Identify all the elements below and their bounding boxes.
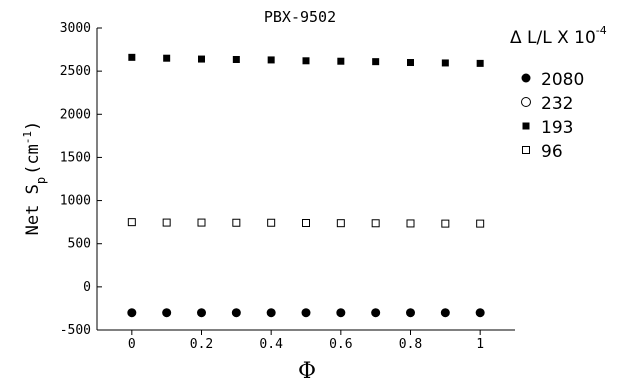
y-tick-label: -500 (60, 323, 91, 338)
data-point-2080 (301, 308, 311, 318)
y-tick-label: 1000 (60, 194, 91, 209)
y-tick-label: 2500 (60, 64, 91, 79)
data-point-193 (302, 57, 310, 65)
data-point-2080 (162, 308, 172, 318)
x-tick-label: 1 (476, 337, 484, 352)
data-point-2080 (231, 308, 241, 318)
data-point-193 (441, 59, 449, 67)
x-tick-label: 0 (128, 337, 136, 352)
data-point-96 (197, 218, 206, 227)
legend-title-main: Δ L/L X 10 (510, 28, 596, 48)
legend-title-exp: -4 (596, 24, 607, 37)
data-point-96 (162, 218, 171, 227)
y-axis-label-main: Net S (23, 184, 43, 235)
data-point-2080 (197, 308, 206, 318)
x-tick-label: 0.8 (399, 337, 422, 352)
x-tick-label: 0.2 (190, 337, 213, 352)
x-ticks: 0 0.2 0.4 0.6 0.8 1 (128, 330, 484, 352)
data-point-193 (198, 55, 205, 63)
legend-label-193: 193 (541, 118, 573, 138)
y-axis-label-unit-exp: -1 (21, 131, 34, 144)
data-point-193 (337, 57, 345, 65)
y-axis-label-unit: (cm (23, 144, 43, 175)
data-point-2080 (406, 308, 415, 318)
x-axis-label: Φ (298, 359, 316, 384)
y-axis-label: Net Sp (cm-1) (21, 121, 48, 236)
data-point-2080 (475, 308, 485, 318)
data-point-96 (336, 219, 345, 228)
x-tick-label: 0.6 (329, 337, 352, 352)
data-point-2080 (266, 308, 276, 318)
data-point-2080 (336, 308, 346, 318)
y-ticks: -500 0 500 1000 1500 2000 2500 3000 (60, 21, 102, 338)
x-tick-label: 0.4 (259, 337, 283, 352)
legend-marker-96 (522, 146, 530, 154)
data-point-96 (406, 219, 415, 228)
legend-label-232: 232 (541, 94, 573, 114)
y-tick-label: 0 (83, 280, 91, 295)
data-points (127, 53, 485, 318)
data-point-193 (267, 56, 275, 64)
data-point-96 (371, 219, 380, 228)
legend: Δ L/L X 10-4 2080 232 193 96 (510, 24, 607, 162)
y-tick-label: 500 (68, 237, 91, 252)
data-point-2080 (371, 308, 381, 318)
legend-label-96: 96 (541, 142, 563, 162)
data-point-193 (163, 54, 171, 62)
data-point-96 (441, 219, 450, 228)
data-point-2080 (127, 308, 137, 318)
svg-text:Net Sp(cm-1): Net Sp (cm-1) (21, 121, 48, 236)
y-tick-label: 2000 (60, 107, 91, 122)
axes (96, 28, 515, 331)
legend-title: Δ L/L X 10-4 (510, 24, 607, 48)
data-point-193 (407, 59, 414, 67)
data-point-96 (232, 218, 241, 227)
y-tick-label: 3000 (60, 21, 91, 36)
data-point-193 (476, 59, 484, 67)
data-point-96 (127, 218, 136, 227)
data-point-96 (476, 219, 485, 228)
legend-marker-232 (521, 97, 531, 107)
y-axis-label-unit-close: ) (23, 121, 43, 131)
data-point-193 (372, 58, 380, 66)
legend-label-2080: 2080 (541, 70, 584, 90)
legend-marker-2080 (521, 73, 531, 83)
chart-title: PBX-9502 (264, 8, 336, 26)
y-axis-label-sub: p (34, 177, 48, 184)
data-point-96 (267, 218, 276, 227)
data-point-193 (128, 53, 136, 61)
data-point-2080 (440, 308, 450, 318)
data-point-96 (302, 219, 310, 228)
y-tick-label: 1500 (60, 150, 91, 165)
legend-marker-193 (522, 122, 530, 130)
data-point-193 (232, 55, 240, 63)
